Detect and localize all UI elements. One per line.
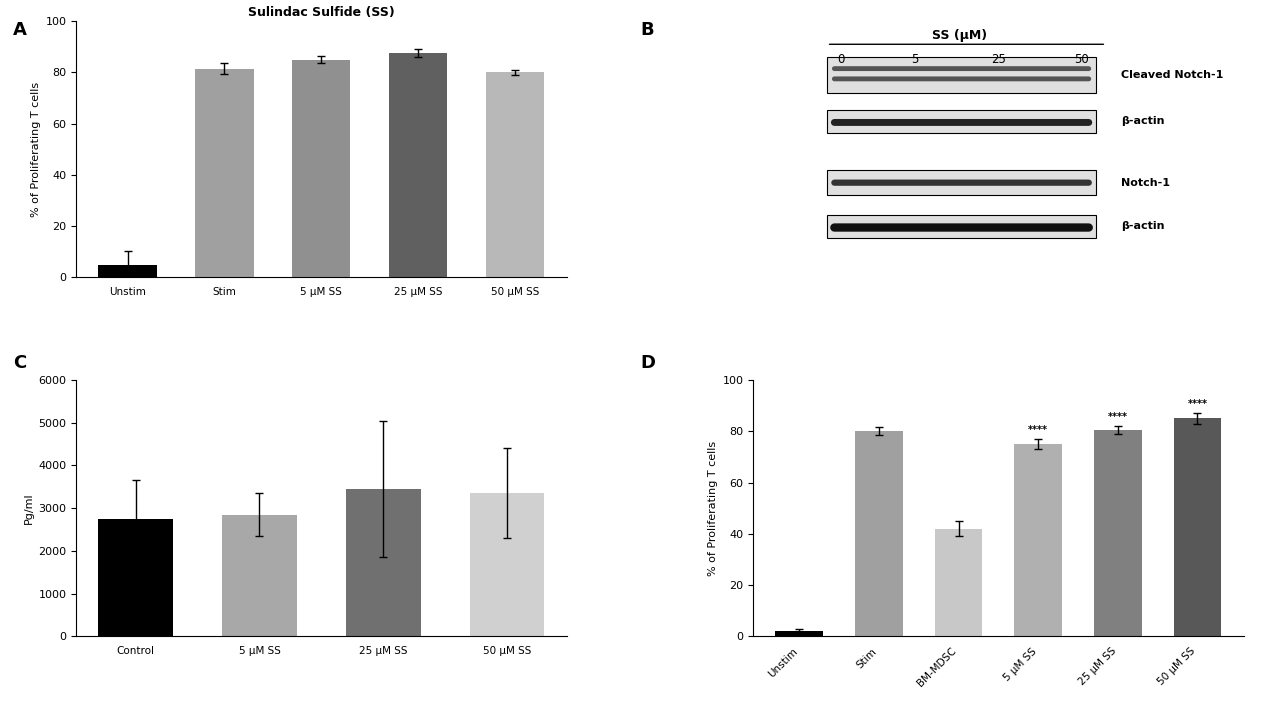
FancyBboxPatch shape xyxy=(826,110,1096,133)
Text: Notch-1: Notch-1 xyxy=(1121,177,1170,187)
Bar xyxy=(195,69,254,278)
Text: 50: 50 xyxy=(1075,53,1089,66)
Bar xyxy=(99,264,156,278)
Text: Cleaved Notch-1: Cleaved Notch-1 xyxy=(1121,70,1223,80)
Bar xyxy=(486,72,544,278)
Bar xyxy=(99,519,173,636)
Text: ****: **** xyxy=(1108,412,1128,422)
Bar xyxy=(775,631,824,636)
Bar xyxy=(935,529,982,636)
Bar xyxy=(222,515,297,636)
FancyBboxPatch shape xyxy=(826,57,1096,93)
Bar xyxy=(1094,430,1142,636)
Text: ****: **** xyxy=(1188,399,1207,409)
FancyBboxPatch shape xyxy=(826,215,1096,238)
Text: β-actin: β-actin xyxy=(1121,221,1165,231)
FancyBboxPatch shape xyxy=(826,170,1096,196)
Text: 0: 0 xyxy=(838,53,845,66)
Bar xyxy=(855,431,902,636)
Bar xyxy=(346,489,420,636)
Bar xyxy=(470,493,544,636)
Text: ****: **** xyxy=(1028,425,1048,435)
Text: 25: 25 xyxy=(991,53,1006,66)
Text: C: C xyxy=(13,354,25,371)
Bar xyxy=(390,53,448,278)
Bar xyxy=(1174,419,1221,636)
Text: β-actin: β-actin xyxy=(1121,116,1165,126)
Bar xyxy=(1014,444,1062,636)
Y-axis label: % of Proliferating T cells: % of Proliferating T cells xyxy=(708,440,718,575)
Text: A: A xyxy=(13,21,27,39)
Title: Sulindac Sulfide (SS): Sulindac Sulfide (SS) xyxy=(247,6,395,18)
Bar xyxy=(292,59,350,278)
Text: B: B xyxy=(641,21,655,39)
Text: 5: 5 xyxy=(911,53,919,66)
Y-axis label: Pg/ml: Pg/ml xyxy=(24,492,34,524)
Y-axis label: % of Proliferating T cells: % of Proliferating T cells xyxy=(32,82,42,217)
Text: D: D xyxy=(641,354,656,371)
Text: SS (μM): SS (μM) xyxy=(931,29,987,42)
